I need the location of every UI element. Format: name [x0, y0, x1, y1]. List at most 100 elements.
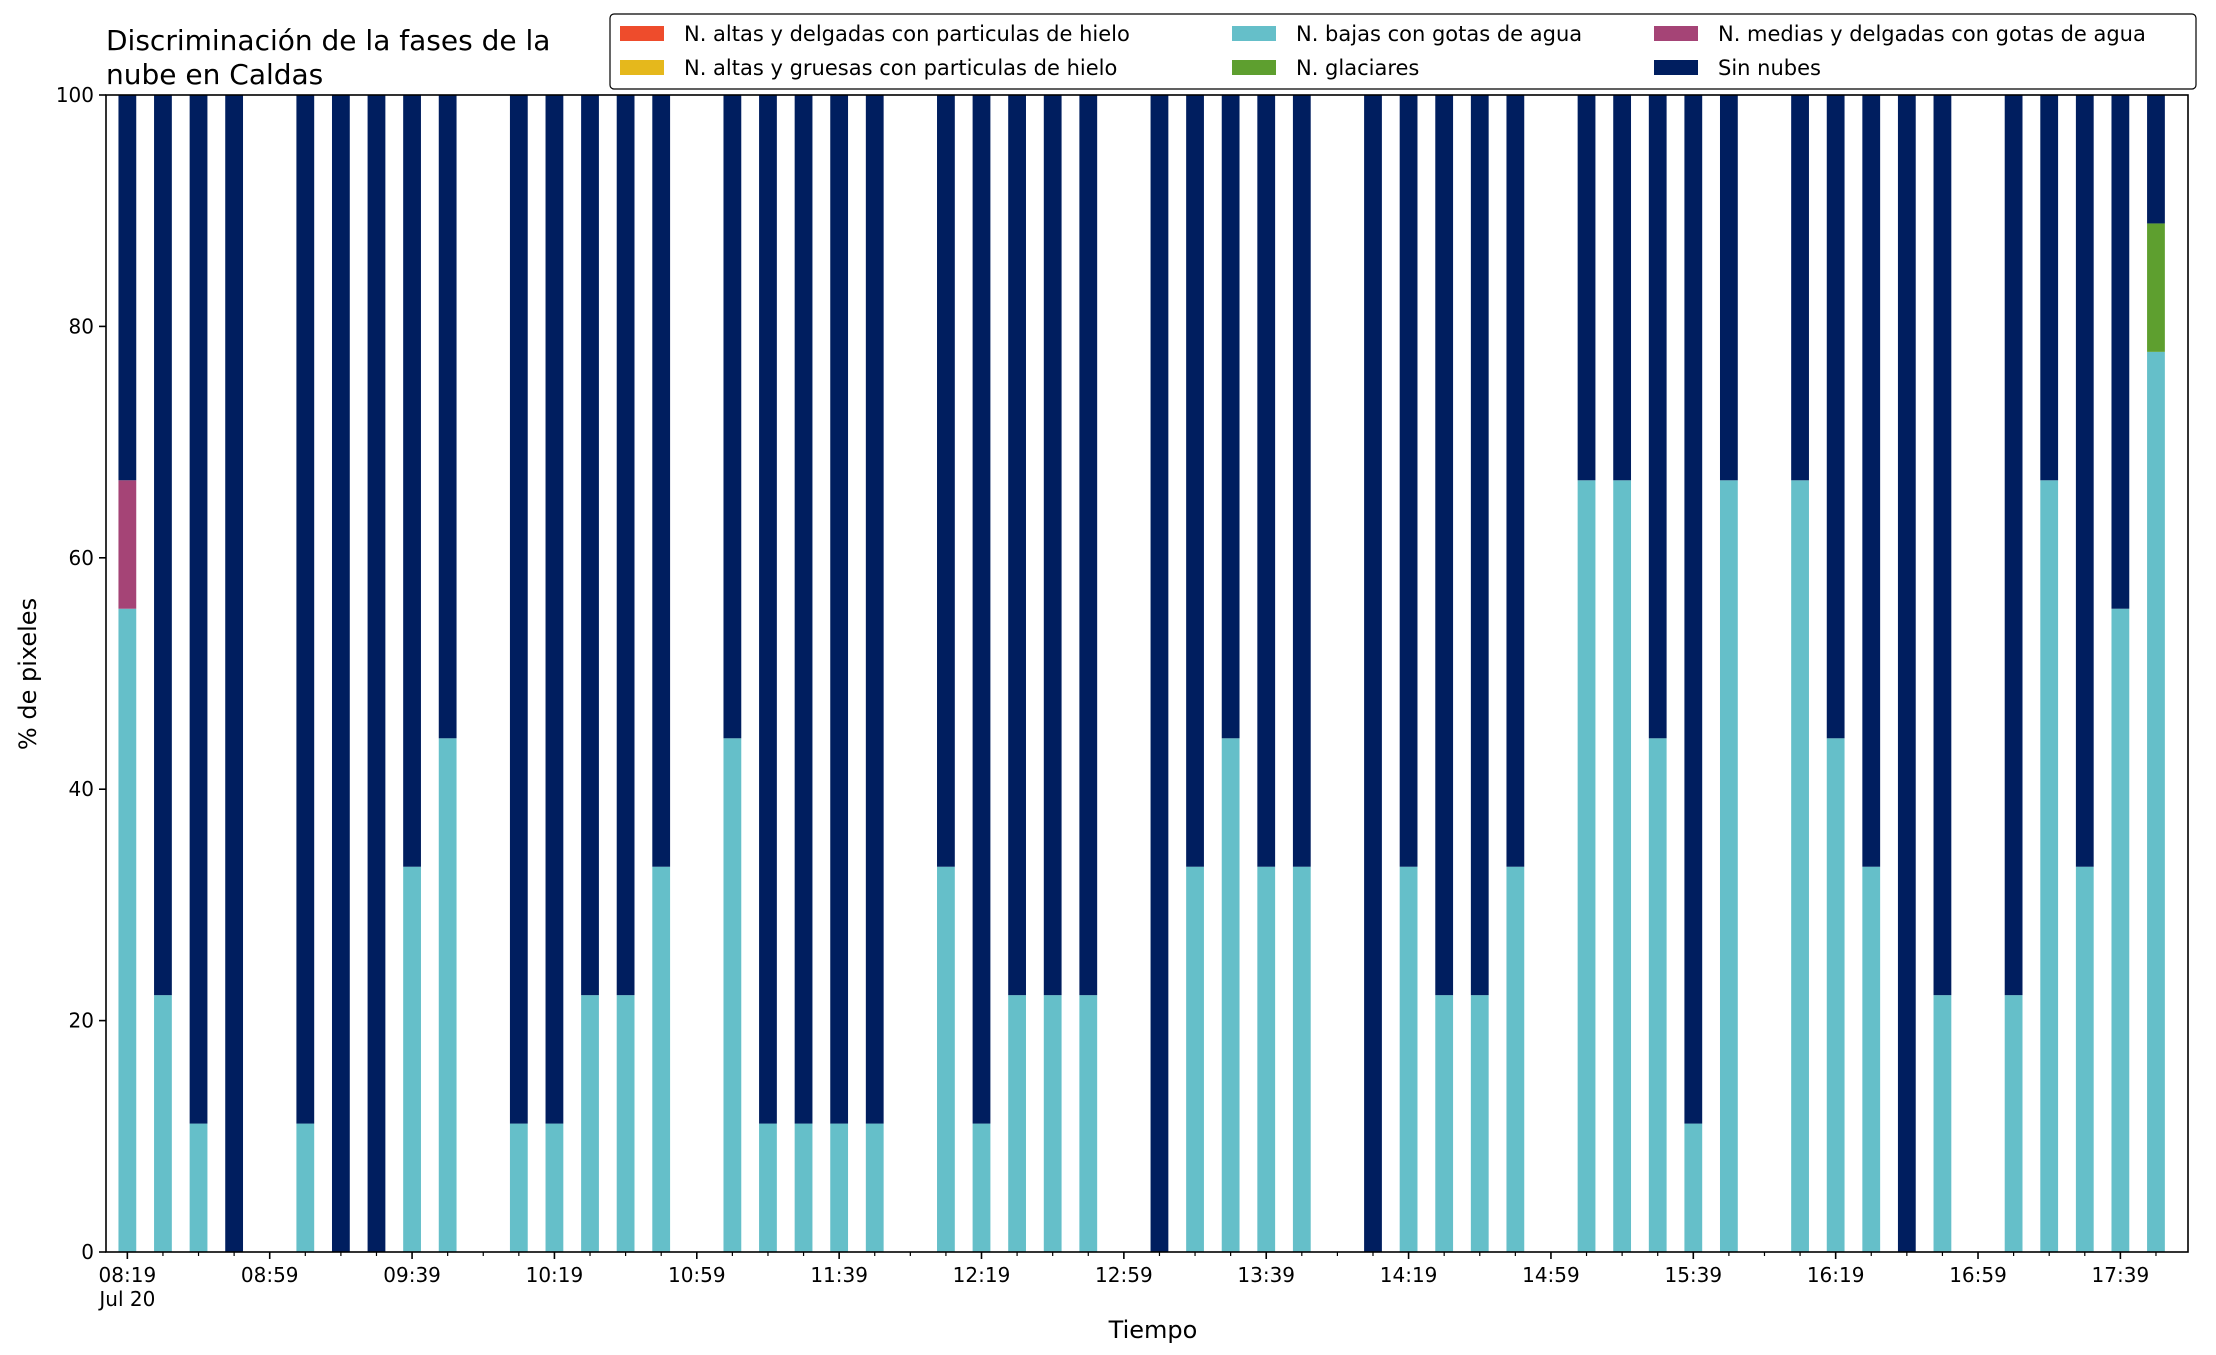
y-tick-label: 20	[69, 1009, 94, 1033]
legend-label: Sin nubes	[1718, 56, 1821, 80]
bar-segment-sin-nubes	[1933, 95, 1952, 996]
bar-segment-sin-nubes	[509, 95, 528, 1124]
bar-segment-sin-nubes	[937, 95, 955, 867]
bar-segment-n-bajas-con-gotas-de-agua	[2004, 995, 2023, 1252]
bar-segment-n-bajas-con-gotas-de-agua	[1221, 738, 1240, 1252]
bar-segment-sin-nubes	[403, 95, 421, 867]
bar-segment-n-bajas-con-gotas-de-agua	[1079, 995, 1098, 1252]
chart-title-line-1: Discriminación de la fases de la	[106, 24, 550, 57]
bar-segment-n-bajas-con-gotas-de-agua	[154, 995, 172, 1252]
y-tick-label: 100	[56, 83, 94, 107]
bar-segment-sin-nubes	[225, 95, 244, 1252]
bar-segment-sin-nubes	[1791, 95, 1809, 481]
legend-label: N. altas y delgadas con particulas de hi…	[684, 22, 1130, 46]
bar-segment-n-bajas-con-gotas-de-agua	[1008, 995, 1026, 1252]
bar-segment-sin-nubes	[296, 95, 315, 1124]
x-tick-label: 16:19	[1807, 1263, 1865, 1287]
bar-segment-n-bajas-con-gotas-de-agua	[1577, 480, 1596, 1252]
legend: N. altas y delgadas con particulas de hi…	[609, 13, 2197, 90]
bar-segment-n-bajas-con-gotas-de-agua	[616, 995, 635, 1252]
x-tick-label: 14:59	[1522, 1263, 1580, 1287]
bar-segment-sin-nubes	[1435, 95, 1454, 996]
bar-segment-sin-nubes	[1186, 95, 1204, 867]
x-tick-label: 12:19	[953, 1263, 1011, 1287]
bar-segment-sin-nubes	[2075, 95, 2094, 867]
bar-segment-n-bajas-con-gotas-de-agua	[118, 608, 137, 1252]
bar-segment-n-bajas-con-gotas-de-agua	[830, 1123, 849, 1252]
bar-segment-sin-nubes	[794, 95, 813, 1124]
x-tick-label: 15:39	[1664, 1263, 1722, 1287]
legend-swatch-n-altas-y-delgadas-con-particulas-de-hielo	[620, 26, 664, 41]
bar-segment-sin-nubes	[1292, 95, 1311, 867]
y-tick-label: 40	[69, 777, 94, 801]
bar-segment-n-bajas-con-gotas-de-agua	[652, 866, 671, 1252]
bar-segment-sin-nubes	[367, 95, 386, 1252]
legend-box	[609, 13, 2197, 90]
legend-swatch-sin-nubes	[1654, 60, 1698, 75]
bar-segment-sin-nubes	[723, 95, 742, 739]
bar-segment-n-bajas-con-gotas-de-agua	[2040, 480, 2059, 1252]
plot-area-frame	[105, 94, 2189, 1253]
x-tick-label: 09:39	[383, 1263, 441, 1287]
x-tick-label: 13:39	[1237, 1263, 1295, 1287]
x-tick-label: 14:19	[1380, 1263, 1438, 1287]
x-tick-label: 10:59	[668, 1263, 726, 1287]
bar-segment-sin-nubes	[1684, 95, 1703, 1124]
bar-segment-n-bajas-con-gotas-de-agua	[189, 1123, 208, 1252]
bar-segment-sin-nubes	[1470, 95, 1489, 996]
legend-label: N. glaciares	[1296, 56, 1419, 80]
legend-swatch-n-altas-y-gruesas-con-particulas-de-hielo	[620, 60, 664, 75]
bar-segment-sin-nubes	[154, 95, 172, 996]
bar-segment-n-bajas-con-gotas-de-agua	[2075, 866, 2094, 1252]
x-tick-sublabel: Jul 20	[97, 1287, 155, 1311]
bar-segment-sin-nubes	[652, 95, 671, 867]
bar-segment-n-bajas-con-gotas-de-agua	[1435, 995, 1454, 1252]
bar-segment-n-bajas-con-gotas-de-agua	[937, 866, 955, 1252]
legend-swatch-n-glaciares	[1232, 60, 1276, 75]
bars-layer	[118, 95, 2165, 1253]
bar-segment-sin-nubes	[581, 95, 599, 996]
bar-segment-sin-nubes	[2147, 95, 2165, 224]
legend-label: N. altas y gruesas con particulas de hie…	[684, 56, 1117, 80]
bar-segment-sin-nubes	[118, 95, 137, 481]
x-tick-label: 11:39	[810, 1263, 868, 1287]
bar-segment-sin-nubes	[972, 95, 991, 1124]
legend-label: N. bajas con gotas de agua	[1296, 22, 1582, 46]
bar-segment-sin-nubes	[830, 95, 849, 1124]
bar-segment-n-bajas-con-gotas-de-agua	[972, 1123, 991, 1252]
bar-segment-sin-nubes	[1897, 95, 1916, 1252]
bar-segment-n-glaciares	[2147, 223, 2165, 352]
bar-segment-sin-nubes	[1613, 95, 1632, 481]
bar-segment-n-bajas-con-gotas-de-agua	[1719, 480, 1738, 1252]
bar-segment-sin-nubes	[616, 95, 635, 996]
x-tick-label: 17:39	[2092, 1263, 2150, 1287]
bar-segment-sin-nubes	[1079, 95, 1098, 996]
bar-segment-sin-nubes	[1364, 95, 1382, 1252]
x-tick-label: 12:59	[1095, 1263, 1153, 1287]
y-axis: 0 20 40 60 80 100	[56, 83, 106, 1264]
y-tick-label: 0	[81, 1240, 94, 1264]
bar-segment-sin-nubes	[865, 95, 884, 1124]
x-tick-label: 08:19	[99, 1263, 157, 1287]
legend-swatch-n-medias-y-delgadas-con-gotas-de-agua	[1654, 26, 1698, 41]
chart-title: Discriminación de la fases de la nube en…	[106, 24, 550, 91]
bar-segment-n-bajas-con-gotas-de-agua	[1933, 995, 1952, 1252]
bar-segment-sin-nubes	[189, 95, 208, 1124]
y-tick-label: 60	[69, 546, 94, 570]
bar-segment-n-bajas-con-gotas-de-agua	[2111, 608, 2130, 1252]
chart-title-line-2: nube en Caldas	[106, 58, 323, 91]
bar-segment-sin-nubes	[2004, 95, 2023, 996]
bar-segment-sin-nubes	[1719, 95, 1738, 481]
bar-segment-n-medias-y-delgadas-con-gotas-de-agua	[118, 480, 137, 609]
bar-segment-sin-nubes	[1648, 95, 1667, 739]
bar-segment-sin-nubes	[331, 95, 350, 1252]
x-axis-label: Tiempo	[1108, 1316, 1198, 1344]
bar-segment-sin-nubes	[1008, 95, 1026, 996]
bar-segment-sin-nubes	[438, 95, 457, 739]
bar-segment-sin-nubes	[1577, 95, 1596, 481]
bar-segment-sin-nubes	[1043, 95, 1062, 996]
bar-segment-n-bajas-con-gotas-de-agua	[1399, 866, 1418, 1252]
bar-segment-n-bajas-con-gotas-de-agua	[1684, 1123, 1703, 1252]
bar-segment-sin-nubes	[1257, 95, 1276, 867]
bar-segment-n-bajas-con-gotas-de-agua	[1613, 480, 1632, 1252]
